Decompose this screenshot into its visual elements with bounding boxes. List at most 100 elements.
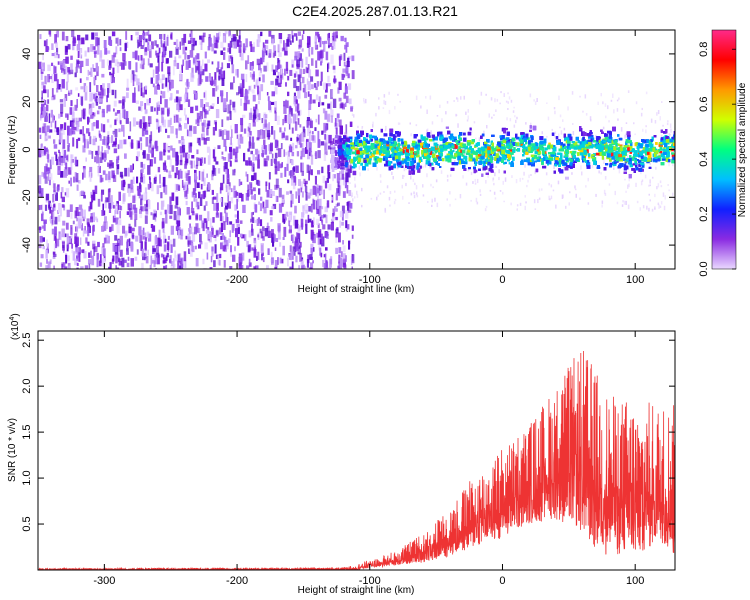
spectrogram-speckle-cell bbox=[465, 182, 468, 186]
spectrogram-noise-cell bbox=[53, 65, 56, 75]
spectrogram-speckle-cell bbox=[479, 193, 482, 196]
spectrogram-noise-cell bbox=[299, 68, 302, 79]
spectrogram-noise-cell bbox=[168, 174, 172, 179]
spectrogram-speckle-cell bbox=[640, 112, 643, 117]
spectrogram-noise-cell bbox=[263, 44, 267, 54]
spectrogram-speckle-cell bbox=[441, 118, 443, 123]
spectrogram-noise-cell bbox=[51, 62, 54, 66]
spectrogram-noise-cell bbox=[338, 179, 342, 190]
spectrogram-speckle-cell bbox=[359, 172, 361, 177]
spectrogram-noise-cell bbox=[225, 202, 228, 210]
spectrogram-noise-cell bbox=[151, 41, 154, 50]
spectrogram-speckle-cell bbox=[516, 204, 519, 207]
spectrogram-noise-cell bbox=[164, 184, 168, 195]
spectrogram-noise-cell bbox=[124, 153, 127, 159]
spectrogram-noise-cell bbox=[75, 66, 78, 73]
spectrogram-noise-cell bbox=[114, 203, 119, 211]
spectrogram-noise-cell bbox=[250, 44, 253, 52]
spectrogram-noise-cell bbox=[245, 38, 248, 48]
spectrogram-noise-cell bbox=[54, 120, 57, 129]
spectrogram-noise-cell bbox=[101, 146, 103, 152]
spectrogram-noise-cell bbox=[76, 184, 79, 191]
spectrogram-noise-cell bbox=[192, 188, 196, 196]
spectrogram-noise-cell bbox=[138, 106, 141, 111]
spectrogram-noise-cell bbox=[342, 253, 346, 263]
spectrogram-noise-cell bbox=[169, 196, 172, 205]
spectrogram-noise-cell bbox=[324, 134, 328, 144]
spectrogram-noise-cell bbox=[239, 83, 243, 89]
spectrogram-noise-cell bbox=[206, 173, 208, 178]
spectrogram-noise-cell bbox=[145, 237, 148, 242]
spectrogram-noise-cell bbox=[321, 41, 325, 45]
spectrogram-noise-cell bbox=[283, 104, 287, 114]
spectrogram-noise-cell bbox=[323, 189, 325, 199]
spectrogram-noise-cell bbox=[47, 74, 50, 83]
spectrogram-speckle-cell bbox=[533, 199, 536, 204]
spectrogram-noise-cell bbox=[230, 188, 233, 193]
spectrogram-noise-cell bbox=[71, 249, 74, 254]
spectrogram-noise-cell bbox=[113, 148, 118, 154]
spectrogram-noise-cell bbox=[113, 108, 115, 112]
spectrogram-speckle-cell bbox=[457, 97, 459, 102]
spectrogram-noise-cell bbox=[142, 116, 146, 124]
spectrogram-noise-cell bbox=[92, 241, 96, 250]
spectrogram-noise-cell bbox=[266, 130, 271, 138]
spectrogram-noise-cell bbox=[245, 171, 248, 177]
spectrogram-speckle-cell bbox=[401, 184, 403, 189]
spectrogram-noise-cell bbox=[261, 245, 263, 252]
spectrogram-noise-cell bbox=[296, 151, 299, 157]
spectrogram-noise-cell bbox=[146, 98, 150, 106]
spectrogram-noise-cell bbox=[88, 259, 92, 265]
spectrogram-speckle-cell bbox=[431, 204, 433, 207]
spectrogram-noise-cell bbox=[201, 171, 204, 182]
spectrogram-noise-cell bbox=[188, 228, 190, 232]
spectrogram-noise-cell bbox=[266, 222, 269, 230]
spectrogram-noise-cell bbox=[59, 129, 62, 140]
spectrogram-noise-cell bbox=[162, 43, 165, 48]
spectrogram-noise-cell bbox=[141, 174, 145, 178]
spectrogram-noise-cell bbox=[288, 215, 292, 223]
spectrogram-noise-cell bbox=[336, 117, 339, 122]
spectrogram-noise-cell bbox=[257, 154, 260, 161]
spectrogram-noise-cell bbox=[101, 177, 104, 182]
spectrogram-noise-cell bbox=[147, 200, 151, 210]
spectrogram-noise-cell bbox=[262, 257, 265, 263]
spectrogram-noise-cell bbox=[227, 104, 231, 114]
spectrogram-noise-cell bbox=[276, 75, 279, 80]
spectrogram-noise-cell bbox=[240, 264, 244, 269]
spectrogram-noise-cell bbox=[138, 193, 141, 199]
spectrogram-noise-cell bbox=[292, 147, 294, 154]
spectrogram-noise-cell bbox=[306, 164, 310, 173]
spectrogram-noise-cell bbox=[64, 266, 68, 269]
spectrogram-noise-cell bbox=[325, 214, 328, 224]
spectrogram-noise-cell bbox=[45, 126, 47, 136]
spectrogram-speckle-cell bbox=[388, 91, 390, 95]
spectrogram-speckle-cell bbox=[500, 91, 502, 94]
spectrogram-noise-cell bbox=[175, 39, 179, 49]
spectrogram-noise-cell bbox=[139, 63, 142, 69]
spectrogram-noise-cell bbox=[301, 48, 304, 52]
spectrogram-noise-cell bbox=[91, 151, 94, 159]
spectrogram-noise-cell bbox=[88, 252, 91, 258]
spectrogram-noise-cell bbox=[231, 64, 235, 74]
spectrogram-noise-cell bbox=[117, 144, 120, 150]
spectrogram-noise-cell bbox=[236, 194, 240, 202]
spectrogram-noise-cell bbox=[324, 133, 326, 140]
spectrogram-speckle-cell bbox=[598, 170, 600, 174]
spectrogram-noise-cell bbox=[253, 42, 255, 50]
spectrogram-speckle-cell bbox=[659, 205, 662, 208]
spectrogram-noise-cell bbox=[332, 208, 336, 216]
spectrogram-noise-cell bbox=[317, 32, 320, 39]
spectrogram-speckle-cell bbox=[376, 196, 378, 201]
spectrogram-speckle-cell bbox=[403, 175, 405, 177]
spectrogram-speckle-cell bbox=[591, 164, 594, 169]
spectrogram-noise-cell bbox=[115, 46, 118, 55]
spectrogram-noise-cell bbox=[144, 47, 147, 52]
spectrogram-noise-cell bbox=[211, 227, 214, 235]
spectrogram-noise-cell bbox=[282, 119, 284, 126]
spectrogram-noise-cell bbox=[186, 129, 189, 137]
spectrogram-noise-cell bbox=[145, 38, 148, 43]
spectrogram-speckle-cell bbox=[663, 205, 666, 211]
spectrogram-noise-cell bbox=[140, 101, 144, 106]
spectrogram-noise-cell bbox=[247, 55, 250, 64]
